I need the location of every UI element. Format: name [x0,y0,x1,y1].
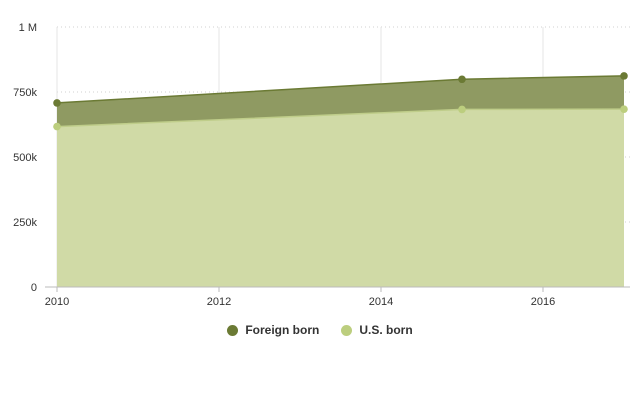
foreign-born-swatch-icon [227,324,239,336]
legend: Foreign born U.S. born [0,323,640,337]
x-tick-label: 2010 [45,296,69,308]
point-us-born [53,122,61,131]
point-foreign-born [458,75,466,84]
point-us-born [620,105,628,113]
axis-layer: 0 250k 500k 750k 1 M 2010 2012 2014 2016 [13,22,630,308]
legend-label-foreign-born: Foreign born [245,323,320,337]
y-tick-label: 500k [13,152,37,164]
point-foreign-born [53,99,61,107]
area-layer [56,75,625,287]
point-layer [53,72,628,131]
us-born-swatch-icon [341,324,353,336]
legend-item-foreign-born[interactable]: Foreign born [227,323,319,337]
area-foreign-born [57,75,624,127]
y-tick-label: 1 M [19,22,37,34]
x-tick-label: 2016 [531,296,555,308]
area-us-born [57,109,624,287]
point-foreign-born [620,72,628,80]
point-us-born [458,105,466,114]
y-tick-label: 0 [31,282,37,294]
y-tick-label: 250k [13,217,37,229]
legend-item-us-born[interactable]: U.S. born [341,323,413,337]
y-tick-label: 750k [13,87,37,99]
x-tick-label: 2014 [369,296,393,308]
x-tick-label: 2012 [207,296,231,308]
legend-label-us-born: U.S. born [359,323,413,337]
